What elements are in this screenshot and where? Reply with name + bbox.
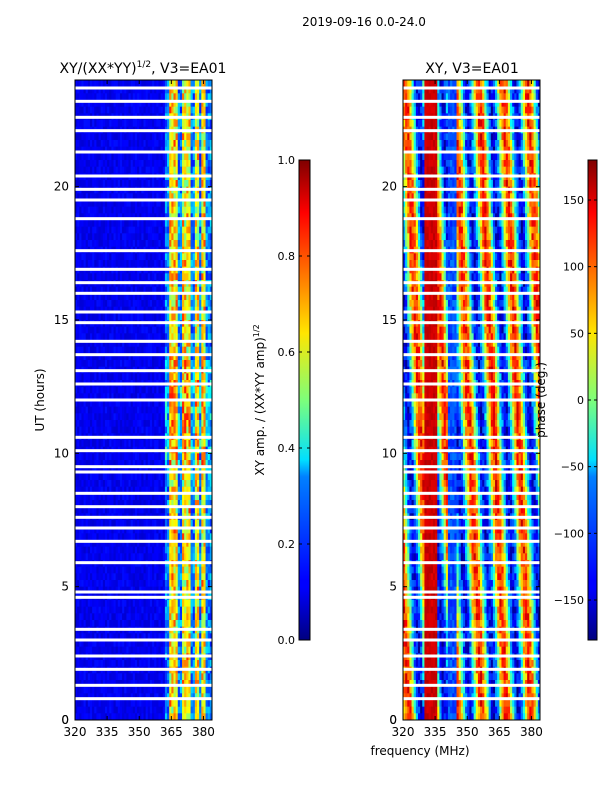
right-xtick-label: 350 <box>456 725 479 739</box>
left-ytick-label: 20 <box>54 180 69 194</box>
left-title-main: XY/(XX*YY) <box>60 61 137 77</box>
right-ytick-label-zero: 0 <box>389 713 397 727</box>
right-colorbar-tick-label: 0 <box>577 394 584 407</box>
left-colorbar-tick-label: 0.8 <box>278 250 296 263</box>
left-ytick-label: 5 <box>61 580 69 594</box>
right-colorbar-tick-label: −150 <box>554 594 584 607</box>
right-colorbar-tick-label: 150 <box>563 194 584 207</box>
right-colorbar-tick-label: 100 <box>563 261 584 274</box>
left-title-rest: , V3=EA01 <box>151 61 226 77</box>
left-plot-frame <box>74 79 213 721</box>
right-xtick-label: 380 <box>520 725 543 739</box>
left-colorbar-tick-label: 0.0 <box>278 634 296 647</box>
left-ytick-label-zero: 0 <box>61 713 69 727</box>
right-ytick-label: 20 <box>382 180 397 194</box>
right-colorbar-tick-label: −100 <box>554 527 584 540</box>
left-cb-label-exp: 1/2 <box>252 324 261 337</box>
left-xtick-label: 380 <box>192 725 215 739</box>
left-xtick-label: 350 <box>128 725 151 739</box>
right-panel-title: XY, V3=EA01 <box>425 61 519 77</box>
left-xtick-label: 320 <box>64 725 87 739</box>
figure-suptitle: 2019-09-16 0.0-24.0 <box>302 15 426 29</box>
left-colorbar <box>298 159 311 641</box>
left-colorbar-ticks: 0.0 0.2 0.4 0.6 0.8 1.0 <box>278 154 310 647</box>
left-ytick-label: 10 <box>54 446 69 460</box>
right-colorbar-tick-label: −50 <box>561 461 584 474</box>
right-ytick-label: 15 <box>382 313 397 327</box>
left-colorbar-tick-label: 0.2 <box>278 538 296 551</box>
right-plot-frame <box>402 79 541 721</box>
left-ytick-label: 0 <box>61 713 69 727</box>
right-xtick-label: 335 <box>424 725 447 739</box>
left-xtick-label: 365 <box>160 725 183 739</box>
right-heatmap <box>403 80 540 720</box>
right-colorbar-tick-label: 50 <box>570 327 584 340</box>
left-cb-label-main: XY amp. / (XX*YY amp) <box>253 337 267 475</box>
figure-xlabel: frequency (MHz) <box>370 744 469 758</box>
right-ytick-label: 10 <box>382 446 397 460</box>
left-panel-title: XY/(XX*YY)1/2, V3=EA01 <box>60 60 227 77</box>
left-title-exp: 1/2 <box>137 60 151 70</box>
left-ylabel: UT (hours) <box>33 368 47 431</box>
left-colorbar-tick-label: 0.4 <box>278 442 296 455</box>
right-xtick-label: 320 <box>392 725 415 739</box>
left-ytick-label: 15 <box>54 313 69 327</box>
left-colorbar-tick-label: 1.0 <box>278 154 296 167</box>
right-colorbar-ticks: −150 −100 −50 0 50 100 150 <box>554 194 597 607</box>
left-colorbar-label: XY amp. / (XX*YY amp)1/2 <box>252 324 267 475</box>
right-ytick-label: 5 <box>389 580 397 594</box>
left-colorbar-tick-label: 0.6 <box>278 346 296 359</box>
left-xtick-label: 335 <box>96 725 119 739</box>
right-xtick-label: 365 <box>488 725 511 739</box>
left-heatmap <box>75 80 212 720</box>
right-colorbar-label: phase (deg.) <box>534 362 548 438</box>
right-ytick-label: 0 <box>389 713 397 727</box>
